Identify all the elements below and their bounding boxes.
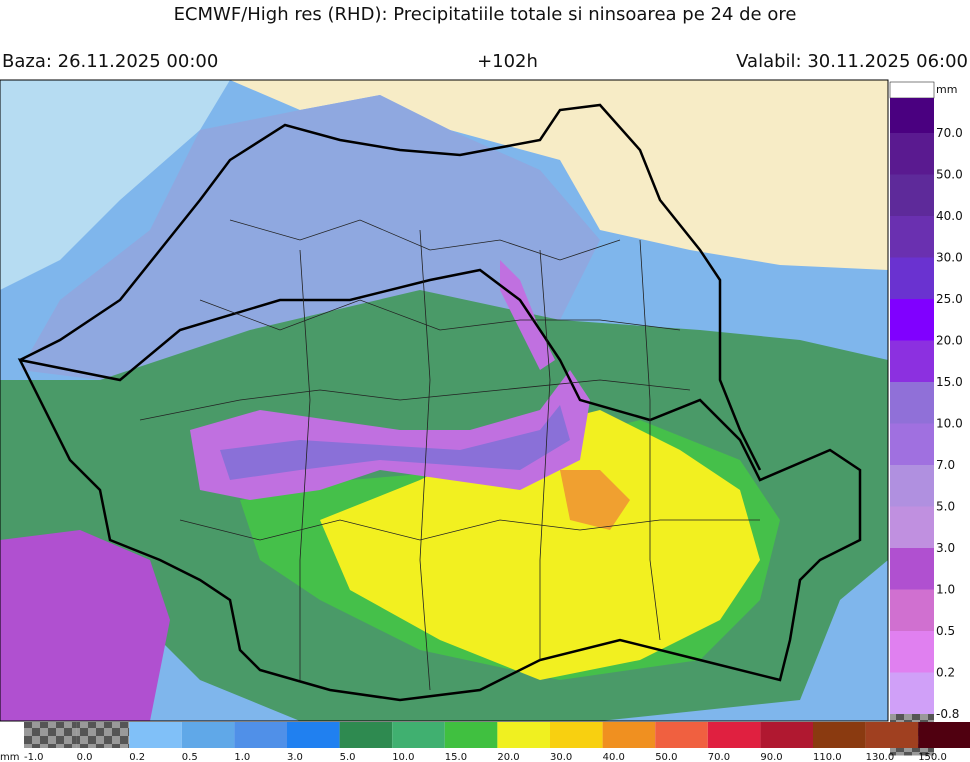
legend-label: 5.0 [340,752,356,762]
legend-label: 5.0 [936,500,955,514]
legend-label: 50.0 [936,168,963,182]
legend-swatch [24,722,77,748]
legend-swatch [181,722,235,748]
legend-swatch [760,722,813,748]
legend-swatch [339,722,393,748]
legend-swatch [444,722,498,748]
legend-swatch [918,722,970,748]
legend-label: 30.0 [550,752,572,762]
legend-label: 40.0 [936,209,963,223]
legend-swatch [890,299,934,341]
legend-label: 25.0 [936,292,963,306]
legend-swatch [655,722,708,748]
legend-swatch [890,257,934,299]
legend-label: 10.0 [936,417,963,431]
legend-swatch [890,589,934,631]
legend-swatch [707,722,761,748]
legend-label: 50.0 [655,752,677,762]
legend-label: 90.0 [760,752,782,762]
legend-label: 110.0 [813,752,842,762]
legend-label: 70.0 [708,752,730,762]
legend-unit-cell [889,81,935,99]
legend-swatch [890,465,934,507]
legend-label: 7.0 [936,458,955,472]
legend-label: 1.0 [936,583,955,597]
legend-swatch [890,382,934,424]
legend-swatch [890,672,934,714]
base-time: Baza: 26.11.2025 00:00 [2,51,219,72]
legend-unit: mm [0,752,19,762]
legend-label: 1.0 [234,752,250,762]
legend-swatch [550,722,603,748]
forecast-step: +102h [477,51,538,72]
legend-label: 130.0 [866,752,895,762]
legend-label: 30.0 [936,251,963,265]
legend-swatch [497,722,550,748]
legend-swatch [890,506,934,548]
legend-swatch [890,98,934,133]
legend-swatch [890,174,934,216]
legend-swatch [865,722,919,748]
legend-swatch [890,216,934,258]
legend-unit: mm [936,83,957,96]
legend-swatch [890,548,934,590]
legend-label: -1.0 [24,752,44,762]
legend-swatch [287,722,340,748]
legend-swatch [129,722,182,748]
legend-label: 20.0 [497,752,519,762]
legend-label: 15.0 [936,375,963,389]
legend-swatch [602,722,656,748]
legend-label: 10.0 [392,752,414,762]
legend-label: 0.5 [936,624,955,638]
legend-swatch [890,340,934,382]
legend-label: 3.0 [936,541,955,555]
legend-label: 0.5 [182,752,198,762]
legend-label: 0.2 [129,752,145,762]
legend-label: 150.0 [918,752,947,762]
legend-swatch [813,722,866,748]
legend-label: 20.0 [936,334,963,348]
legend-swatch [76,722,130,748]
legend-label: 0.0 [77,752,93,762]
precip-field [0,80,888,721]
legend-swatch [890,133,934,175]
legend-swatch [890,423,934,465]
legend-swatch [890,631,934,673]
title: ECMWF/High res (RHD): Precipitatiile tot… [173,4,797,25]
legend-label: 3.0 [287,752,303,762]
legend-label: -0.8 [936,707,959,721]
legend-label: 70.0 [936,126,963,140]
legend-label: 0.2 [936,666,955,680]
legend-swatch [392,722,445,748]
legend-swatch [234,722,287,748]
valid-time: Valabil: 30.11.2025 06:00 [736,51,968,72]
legend-label: 40.0 [603,752,625,762]
legend-label: 15.0 [445,752,467,762]
